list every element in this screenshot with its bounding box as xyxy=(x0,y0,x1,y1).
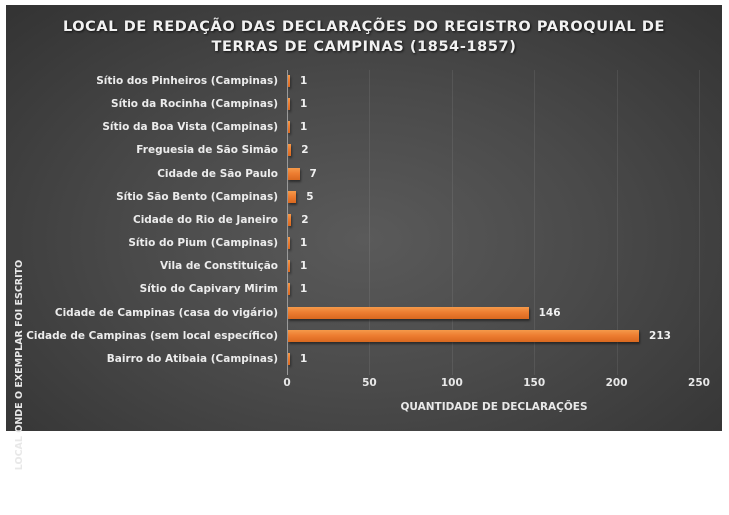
data-label: 1 xyxy=(300,352,308,365)
data-label: 2 xyxy=(301,144,309,157)
x-tick-label: 250 xyxy=(688,377,710,389)
category-label: Sítio São Bento (Campinas) xyxy=(116,190,278,203)
x-tick-label: 50 xyxy=(362,377,377,389)
gridline xyxy=(616,70,618,375)
data-label: 1 xyxy=(300,237,308,250)
category-label: Sítio do Pium (Campinas) xyxy=(128,237,278,250)
data-label: 1 xyxy=(300,98,308,111)
category-label: Cidade do Rio de Janeiro xyxy=(132,213,278,226)
gridline xyxy=(369,70,371,375)
chart-title-line-2: TERRAS DE CAMPINAS (1854-1857) xyxy=(211,39,517,55)
x-axis-label: QUANTIDADE DE DECLARAÇÕES xyxy=(400,401,588,413)
data-label: 1 xyxy=(300,75,308,87)
category-label: Sítio do Capivary Mirim xyxy=(139,283,278,296)
bar xyxy=(288,98,290,111)
bar xyxy=(288,306,529,319)
category-label: Cidade de São Paulo xyxy=(157,167,278,180)
category-label: Vila de Constituição xyxy=(159,260,278,273)
bar xyxy=(288,237,290,250)
x-tick-label: 150 xyxy=(523,377,546,389)
bar xyxy=(288,329,640,342)
category-label: Sítio da Rocinha (Campinas) xyxy=(111,98,278,111)
x-tick-label: 100 xyxy=(440,377,463,389)
gridline xyxy=(534,70,536,375)
category-label: Sítio da Boa Vista (Campinas) xyxy=(102,121,278,134)
data-label: 213 xyxy=(649,329,671,342)
bar xyxy=(288,190,297,203)
category-label: Cidade de Campinas (sem local específico… xyxy=(26,329,278,342)
bar xyxy=(288,260,290,273)
bar xyxy=(288,144,292,157)
bar xyxy=(288,283,290,296)
x-tick-label: 0 xyxy=(283,377,291,389)
gridline xyxy=(699,70,700,375)
plot-area: 0 50 100 150 200 250 Sítio dos Pinheiros (Camp… xyxy=(6,5,722,431)
data-label: 5 xyxy=(306,190,314,203)
y-axis-line xyxy=(287,70,288,375)
data-label: 7 xyxy=(309,167,317,180)
category-label: Cidade de Campinas (casa do vigário) xyxy=(54,306,278,319)
bar xyxy=(288,75,290,87)
data-label: 1 xyxy=(300,283,308,296)
bar xyxy=(288,352,290,365)
bar xyxy=(288,167,300,180)
chart-area: LOCAL DE REDAÇÃO DAS DECLARAÇÕES DO REGI… xyxy=(6,5,722,470)
bar xyxy=(288,213,292,226)
chart-title-line-1: LOCAL DE REDAÇÃO DAS DECLARAÇÕES DO REGI… xyxy=(62,19,666,35)
category-label: Sítio dos Pinheiros (Campinas) xyxy=(96,75,278,87)
x-tick-label: 200 xyxy=(605,377,628,389)
data-label: 2 xyxy=(301,213,309,226)
data-label: 1 xyxy=(300,121,308,134)
gridline xyxy=(451,70,453,375)
data-label: 1 xyxy=(300,260,308,273)
category-label: Freguesia de São Simão xyxy=(136,144,278,157)
data-label: 146 xyxy=(538,306,561,319)
bar xyxy=(288,121,290,134)
category-label: Bairro do Atibaia (Campinas) xyxy=(106,352,278,365)
chart-title: LOCAL DE REDAÇÃO DAS DECLARAÇÕES DO REGI… xyxy=(6,17,722,57)
